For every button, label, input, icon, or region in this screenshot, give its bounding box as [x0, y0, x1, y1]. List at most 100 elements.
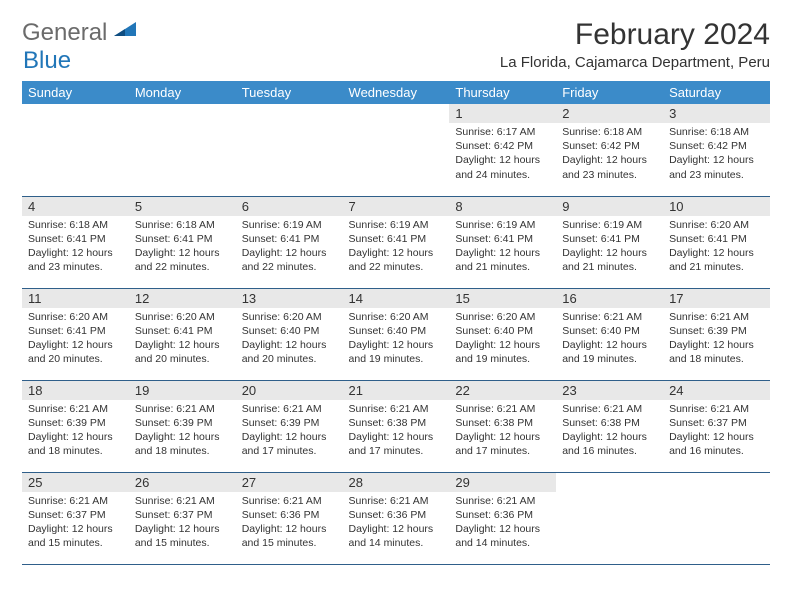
day-details: Sunrise: 6:21 AMSunset: 6:38 PMDaylight:… [449, 400, 556, 463]
day-details: Sunrise: 6:21 AMSunset: 6:36 PMDaylight:… [449, 492, 556, 555]
day-details: Sunrise: 6:21 AMSunset: 6:39 PMDaylight:… [129, 400, 236, 463]
day-number: 14 [343, 289, 450, 308]
weekday-header: Saturday [663, 81, 770, 104]
weekday-header-row: Sunday Monday Tuesday Wednesday Thursday… [22, 81, 770, 104]
day-number: 17 [663, 289, 770, 308]
calendar-day-cell: 28Sunrise: 6:21 AMSunset: 6:36 PMDayligh… [343, 472, 450, 564]
calendar-day-cell: 21Sunrise: 6:21 AMSunset: 6:38 PMDayligh… [343, 380, 450, 472]
day-details: Sunrise: 6:21 AMSunset: 6:36 PMDaylight:… [343, 492, 450, 555]
title-block: February 2024 La Florida, Cajamarca Depa… [500, 18, 770, 71]
day-number: 21 [343, 381, 450, 400]
weekday-header: Friday [556, 81, 663, 104]
calendar-day-cell: 12Sunrise: 6:20 AMSunset: 6:41 PMDayligh… [129, 288, 236, 380]
day-number: 27 [236, 473, 343, 492]
weekday-header: Thursday [449, 81, 556, 104]
day-details: Sunrise: 6:20 AMSunset: 6:40 PMDaylight:… [236, 308, 343, 371]
day-number: 13 [236, 289, 343, 308]
day-number: 3 [663, 104, 770, 123]
day-number: 29 [449, 473, 556, 492]
day-details: Sunrise: 6:21 AMSunset: 6:39 PMDaylight:… [663, 308, 770, 371]
calendar-day-cell: 1Sunrise: 6:17 AMSunset: 6:42 PMDaylight… [449, 104, 556, 196]
calendar-day-cell [663, 472, 770, 564]
calendar-day-cell: 4Sunrise: 6:18 AMSunset: 6:41 PMDaylight… [22, 196, 129, 288]
calendar-week-row: 1Sunrise: 6:17 AMSunset: 6:42 PMDaylight… [22, 104, 770, 196]
day-details: Sunrise: 6:21 AMSunset: 6:38 PMDaylight:… [343, 400, 450, 463]
day-number: 25 [22, 473, 129, 492]
day-number: 28 [343, 473, 450, 492]
calendar-day-cell: 29Sunrise: 6:21 AMSunset: 6:36 PMDayligh… [449, 472, 556, 564]
calendar-week-row: 11Sunrise: 6:20 AMSunset: 6:41 PMDayligh… [22, 288, 770, 380]
calendar-day-cell [129, 104, 236, 196]
day-number: 12 [129, 289, 236, 308]
calendar-day-cell: 14Sunrise: 6:20 AMSunset: 6:40 PMDayligh… [343, 288, 450, 380]
logo-text-blue: Blue [23, 47, 71, 74]
calendar-body: 1Sunrise: 6:17 AMSunset: 6:42 PMDaylight… [22, 104, 770, 564]
day-number: 18 [22, 381, 129, 400]
calendar-day-cell: 5Sunrise: 6:18 AMSunset: 6:41 PMDaylight… [129, 196, 236, 288]
day-number: 19 [129, 381, 236, 400]
calendar-day-cell: 9Sunrise: 6:19 AMSunset: 6:41 PMDaylight… [556, 196, 663, 288]
weekday-header: Monday [129, 81, 236, 104]
day-details: Sunrise: 6:19 AMSunset: 6:41 PMDaylight:… [556, 216, 663, 279]
day-number: 22 [449, 381, 556, 400]
day-details: Sunrise: 6:21 AMSunset: 6:37 PMDaylight:… [129, 492, 236, 555]
day-details: Sunrise: 6:18 AMSunset: 6:42 PMDaylight:… [556, 123, 663, 186]
weekday-header: Tuesday [236, 81, 343, 104]
calendar-day-cell: 3Sunrise: 6:18 AMSunset: 6:42 PMDaylight… [663, 104, 770, 196]
calendar-page: General Blue February 2024 La Florida, C… [0, 0, 792, 565]
day-details: Sunrise: 6:19 AMSunset: 6:41 PMDaylight:… [236, 216, 343, 279]
day-details: Sunrise: 6:21 AMSunset: 6:38 PMDaylight:… [556, 400, 663, 463]
day-details: Sunrise: 6:21 AMSunset: 6:39 PMDaylight:… [22, 400, 129, 463]
calendar-day-cell: 2Sunrise: 6:18 AMSunset: 6:42 PMDaylight… [556, 104, 663, 196]
day-number: 6 [236, 197, 343, 216]
calendar-day-cell: 13Sunrise: 6:20 AMSunset: 6:40 PMDayligh… [236, 288, 343, 380]
location-label: La Florida, Cajamarca Department, Peru [500, 54, 770, 71]
day-number: 4 [22, 197, 129, 216]
calendar-day-cell: 7Sunrise: 6:19 AMSunset: 6:41 PMDaylight… [343, 196, 450, 288]
calendar-day-cell: 27Sunrise: 6:21 AMSunset: 6:36 PMDayligh… [236, 472, 343, 564]
calendar-day-cell: 25Sunrise: 6:21 AMSunset: 6:37 PMDayligh… [22, 472, 129, 564]
day-number: 10 [663, 197, 770, 216]
day-number: 24 [663, 381, 770, 400]
calendar-week-row: 18Sunrise: 6:21 AMSunset: 6:39 PMDayligh… [22, 380, 770, 472]
calendar-table: Sunday Monday Tuesday Wednesday Thursday… [22, 81, 770, 565]
calendar-day-cell: 6Sunrise: 6:19 AMSunset: 6:41 PMDaylight… [236, 196, 343, 288]
day-number: 7 [343, 197, 450, 216]
day-details: Sunrise: 6:18 AMSunset: 6:41 PMDaylight:… [22, 216, 129, 279]
day-number: 8 [449, 197, 556, 216]
calendar-day-cell: 23Sunrise: 6:21 AMSunset: 6:38 PMDayligh… [556, 380, 663, 472]
day-details: Sunrise: 6:21 AMSunset: 6:39 PMDaylight:… [236, 400, 343, 463]
day-details: Sunrise: 6:21 AMSunset: 6:40 PMDaylight:… [556, 308, 663, 371]
day-number: 26 [129, 473, 236, 492]
calendar-day-cell [22, 104, 129, 196]
day-details: Sunrise: 6:21 AMSunset: 6:36 PMDaylight:… [236, 492, 343, 555]
day-number: 23 [556, 381, 663, 400]
logo-text-block: General Blue [22, 18, 136, 75]
calendar-day-cell: 8Sunrise: 6:19 AMSunset: 6:41 PMDaylight… [449, 196, 556, 288]
calendar-day-cell [236, 104, 343, 196]
calendar-day-cell: 16Sunrise: 6:21 AMSunset: 6:40 PMDayligh… [556, 288, 663, 380]
day-number: 1 [449, 104, 556, 123]
calendar-day-cell: 17Sunrise: 6:21 AMSunset: 6:39 PMDayligh… [663, 288, 770, 380]
day-details: Sunrise: 6:21 AMSunset: 6:37 PMDaylight:… [22, 492, 129, 555]
calendar-day-cell: 15Sunrise: 6:20 AMSunset: 6:40 PMDayligh… [449, 288, 556, 380]
day-number: 15 [449, 289, 556, 308]
day-number: 11 [22, 289, 129, 308]
day-number: 2 [556, 104, 663, 123]
day-number: 5 [129, 197, 236, 216]
day-details: Sunrise: 6:18 AMSunset: 6:42 PMDaylight:… [663, 123, 770, 186]
calendar-day-cell: 10Sunrise: 6:20 AMSunset: 6:41 PMDayligh… [663, 196, 770, 288]
calendar-day-cell: 19Sunrise: 6:21 AMSunset: 6:39 PMDayligh… [129, 380, 236, 472]
day-details: Sunrise: 6:20 AMSunset: 6:41 PMDaylight:… [129, 308, 236, 371]
day-details: Sunrise: 6:17 AMSunset: 6:42 PMDaylight:… [449, 123, 556, 186]
weekday-header: Wednesday [343, 81, 450, 104]
logo-triangle-icon [114, 22, 136, 40]
day-details: Sunrise: 6:19 AMSunset: 6:41 PMDaylight:… [449, 216, 556, 279]
day-details: Sunrise: 6:21 AMSunset: 6:37 PMDaylight:… [663, 400, 770, 463]
day-details: Sunrise: 6:18 AMSunset: 6:41 PMDaylight:… [129, 216, 236, 279]
day-details: Sunrise: 6:20 AMSunset: 6:40 PMDaylight:… [449, 308, 556, 371]
day-number: 20 [236, 381, 343, 400]
day-details: Sunrise: 6:20 AMSunset: 6:41 PMDaylight:… [22, 308, 129, 371]
calendar-day-cell: 22Sunrise: 6:21 AMSunset: 6:38 PMDayligh… [449, 380, 556, 472]
day-number: 16 [556, 289, 663, 308]
